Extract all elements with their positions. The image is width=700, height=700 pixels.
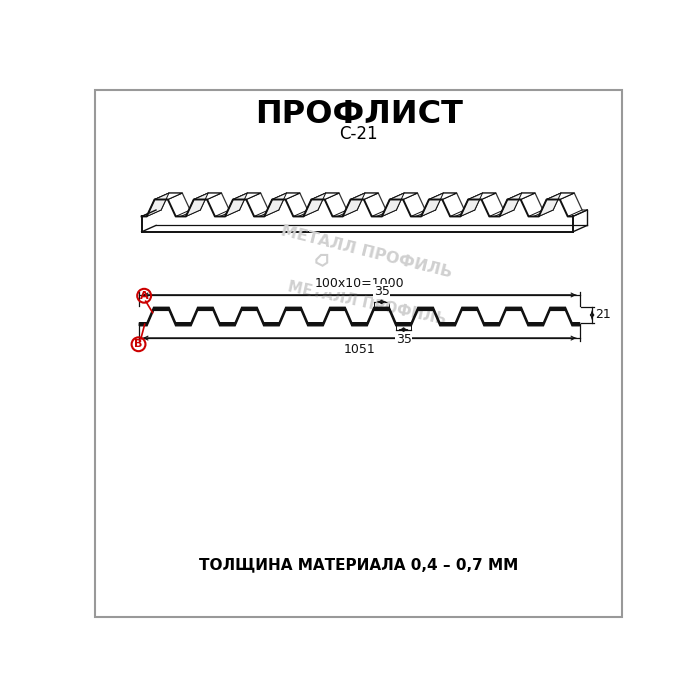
Polygon shape <box>343 193 365 216</box>
Polygon shape <box>155 193 182 199</box>
Polygon shape <box>265 193 286 216</box>
Text: А: А <box>140 290 148 301</box>
Text: МЕТАЛЛ ПРОФИЛЬ: МЕТАЛЛ ПРОФИЛЬ <box>286 279 447 328</box>
Polygon shape <box>468 193 496 199</box>
Text: 100х10=1000: 100х10=1000 <box>315 277 405 290</box>
Text: МЕТАЛЛ ПРОФИЛЬ: МЕТАЛЛ ПРОФИЛЬ <box>279 223 454 281</box>
Polygon shape <box>312 193 339 199</box>
Text: 1051: 1051 <box>344 343 375 356</box>
Polygon shape <box>547 193 574 199</box>
Polygon shape <box>225 193 247 216</box>
Text: С-21: С-21 <box>340 125 378 143</box>
Polygon shape <box>508 193 535 199</box>
Polygon shape <box>382 193 404 216</box>
Polygon shape <box>461 193 482 216</box>
Polygon shape <box>539 193 561 216</box>
Polygon shape <box>421 193 443 216</box>
Polygon shape <box>233 193 260 199</box>
Text: В: В <box>134 340 143 349</box>
Polygon shape <box>147 193 169 216</box>
Polygon shape <box>500 193 522 216</box>
Polygon shape <box>351 193 378 199</box>
Text: 35: 35 <box>395 333 412 346</box>
Text: ПРОФЛИСТ: ПРОФЛИСТ <box>255 99 463 130</box>
Polygon shape <box>186 193 208 216</box>
Polygon shape <box>139 307 580 326</box>
Polygon shape <box>429 193 456 199</box>
Polygon shape <box>390 193 417 199</box>
Polygon shape <box>304 193 326 216</box>
Polygon shape <box>272 193 300 199</box>
Polygon shape <box>194 193 221 199</box>
Text: 21: 21 <box>595 309 611 321</box>
Text: ТОЛЩИНА МАТЕРИАЛА 0,4 – 0,7 ММ: ТОЛЩИНА МАТЕРИАЛА 0,4 – 0,7 ММ <box>199 558 519 573</box>
Text: 35: 35 <box>374 285 389 298</box>
